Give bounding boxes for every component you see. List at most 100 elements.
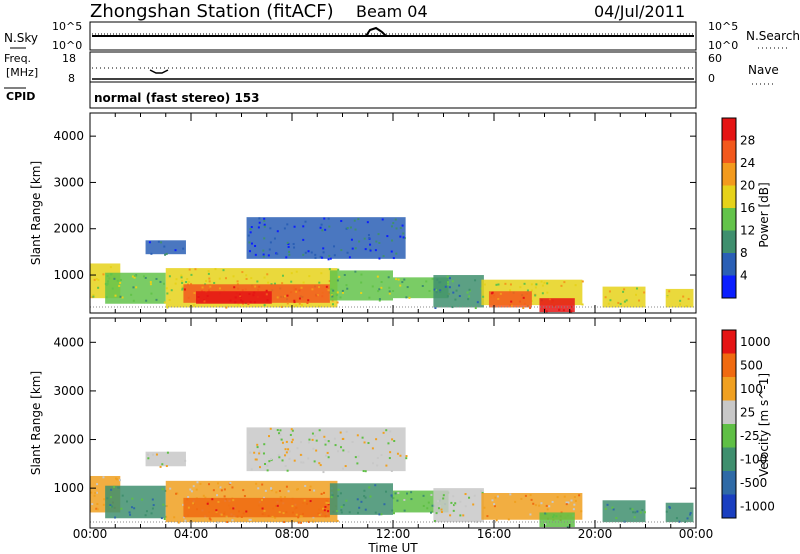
data-speckle <box>337 488 340 491</box>
data-speckle <box>183 288 186 291</box>
data-speckle <box>358 506 361 509</box>
cpid-frame <box>89 81 697 109</box>
data-speckle <box>241 271 244 274</box>
data-speckle <box>175 278 178 281</box>
data-speckle <box>364 248 367 251</box>
data-speckle <box>261 507 264 510</box>
data-speckle <box>286 241 289 244</box>
data-speckle <box>106 282 109 285</box>
data-speckle <box>357 218 360 221</box>
data-speckle <box>385 464 388 467</box>
data-speckle <box>109 496 112 499</box>
data-speckle <box>439 290 442 293</box>
data-speckle <box>256 446 259 449</box>
data-speckle <box>270 283 273 286</box>
data-speckle <box>152 453 155 456</box>
data-speckle <box>270 487 273 490</box>
data-speckle <box>546 508 549 511</box>
data-speckle <box>263 217 266 220</box>
data-speckle <box>168 275 171 278</box>
data-speckle <box>668 290 671 293</box>
data-speckle <box>685 305 688 308</box>
data-speckle <box>466 291 469 294</box>
data-speckle <box>255 482 258 485</box>
data-speckle <box>315 449 318 452</box>
data-speckle <box>202 494 205 497</box>
data-speckle <box>403 278 406 281</box>
nsky-panel: N.Sky 10^5 10^0 N.Search 10^5 10^0 <box>4 20 800 52</box>
data-speckle <box>320 492 323 495</box>
data-speckle <box>114 294 117 297</box>
data-speckle <box>295 488 298 491</box>
data-speckle <box>262 452 265 455</box>
data-speckle <box>93 494 96 497</box>
data-speckle <box>381 218 384 221</box>
data-speckle <box>190 490 193 493</box>
data-speckle <box>396 452 399 455</box>
station-title: Zhongshan Station (fitACF) <box>90 1 334 22</box>
colorbar-tick-label: 8 <box>740 246 748 260</box>
data-speckle <box>524 494 527 497</box>
data-speckle <box>570 310 573 313</box>
data-speckle <box>318 462 321 465</box>
data-speckle <box>451 306 454 309</box>
data-speckle <box>378 298 381 301</box>
data-speckle <box>454 502 457 505</box>
data-speckle <box>259 466 262 469</box>
data-speckle <box>473 494 476 497</box>
data-speckle <box>258 221 261 224</box>
data-speckle <box>308 275 311 278</box>
data-speckle <box>389 430 392 433</box>
data-speckle <box>390 225 393 228</box>
data-speckle <box>291 429 294 432</box>
data-speckle <box>324 505 327 508</box>
data-speckle <box>126 500 129 503</box>
data-speckle <box>267 254 270 257</box>
data-speckle <box>105 296 108 299</box>
data-speckle <box>534 504 537 507</box>
data-speckle <box>300 286 303 289</box>
data-speckle <box>148 241 151 244</box>
data-speckle <box>293 299 296 302</box>
data-speckle <box>261 483 264 486</box>
data-speckle <box>163 518 166 521</box>
data-speckle <box>408 296 411 299</box>
data-speckle <box>689 511 692 514</box>
data-speckle <box>499 292 502 295</box>
data-speckle <box>110 488 113 491</box>
data-speckle <box>293 459 296 462</box>
data-speckle <box>376 464 379 467</box>
y-tick-label: 2000 <box>53 222 84 236</box>
data-speckle <box>504 282 507 285</box>
data-speckle <box>181 287 184 290</box>
data-speckle <box>146 453 149 456</box>
colorbar-tick-label: 16 <box>740 201 755 215</box>
data-speckle <box>284 454 287 457</box>
y-tick-label: 1000 <box>53 481 84 495</box>
freq-label-line2: [MHz] <box>6 66 38 79</box>
nave-tick-top: 60 <box>708 52 722 65</box>
data-speckle <box>437 500 440 503</box>
data-speckle <box>565 503 568 506</box>
data-speckle <box>247 302 250 305</box>
data-speckle <box>257 487 260 490</box>
data-speckle <box>109 505 112 508</box>
data-speckle <box>315 439 318 442</box>
data-speckle <box>356 498 359 501</box>
colorbar-tick-label: -100 <box>740 452 767 466</box>
data-speckle <box>310 251 313 254</box>
data-speckle <box>163 245 166 248</box>
colorbar-swatch <box>722 140 736 163</box>
data-speckle <box>165 252 168 255</box>
data-speckle <box>234 296 237 299</box>
data-speckle <box>322 251 325 254</box>
data-speckle <box>380 454 383 457</box>
data-speckle <box>192 502 195 505</box>
data-speckle <box>208 277 211 280</box>
data-speckle <box>635 293 638 296</box>
data-speckle <box>144 514 147 517</box>
data-speckle <box>615 517 618 520</box>
data-speckle <box>643 511 646 514</box>
data-speckle <box>632 511 635 514</box>
data-speckle <box>541 284 544 287</box>
